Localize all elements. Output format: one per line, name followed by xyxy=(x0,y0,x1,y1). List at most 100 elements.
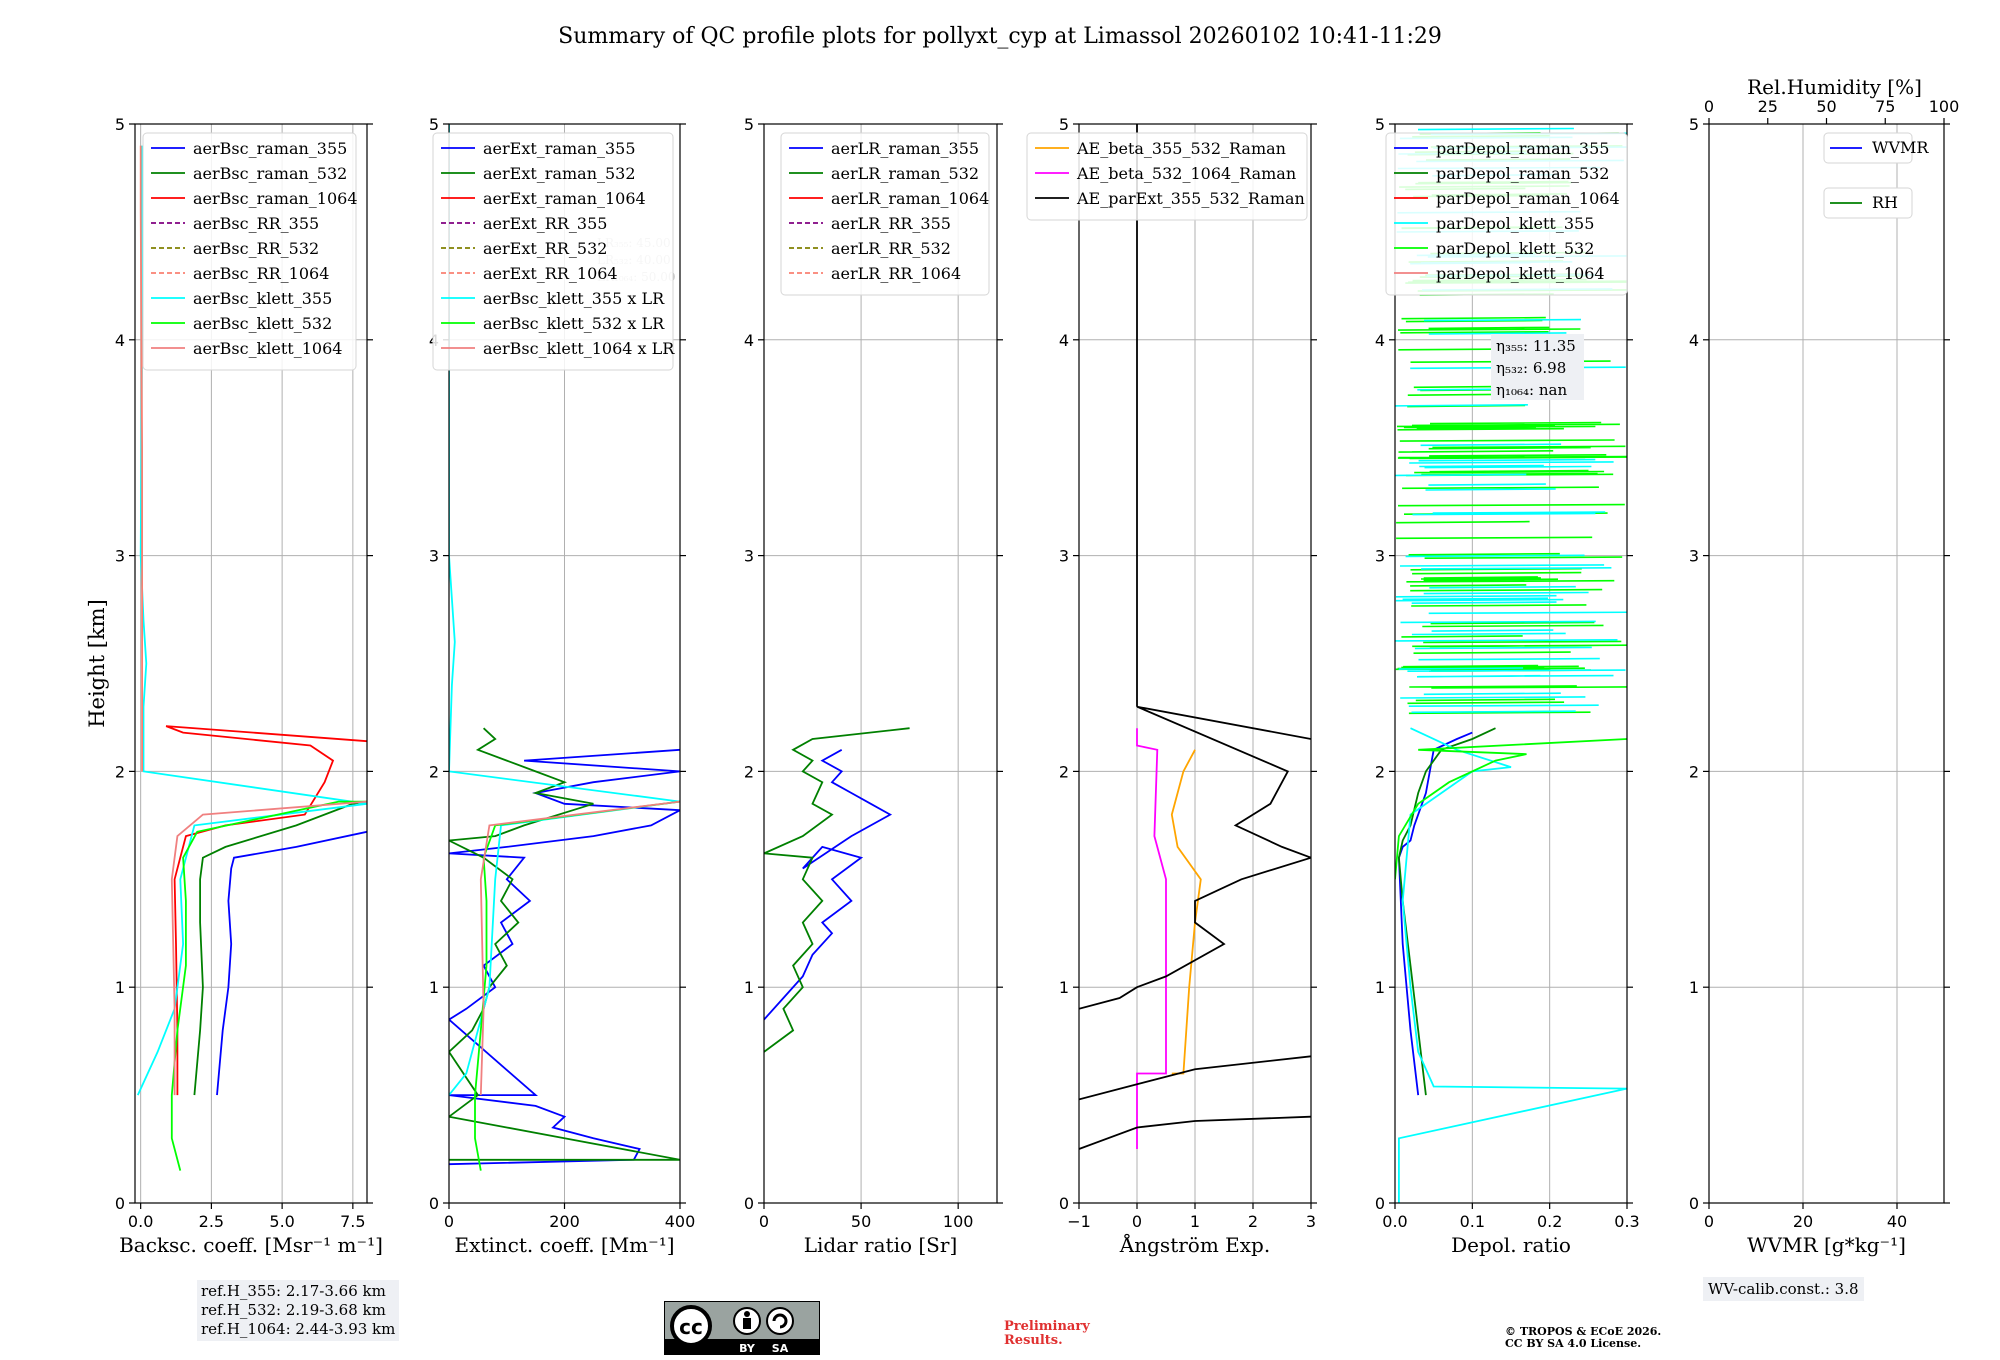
legend-label: aerBsc_klett_355 xyxy=(193,289,332,308)
series-aerBsc_klett_1064 x LR xyxy=(479,800,680,1096)
series-aerBsc_raman_355 xyxy=(216,830,367,1096)
x-tick-label: 0 xyxy=(1704,1212,1714,1231)
ref-height-355: ref.H_355: 2.17-3.66 km xyxy=(201,1282,386,1300)
legend-label: aerLR_RR_1064 xyxy=(831,264,961,283)
x-tick-label: 40 xyxy=(1887,1212,1907,1231)
y-tick-label: 2 xyxy=(429,762,439,781)
legend-label: aerExt_raman_1064 xyxy=(483,189,646,208)
series-AE_parExt_355_532_Raman_mid xyxy=(1079,1055,1311,1101)
ref-height-1064: ref.H_1064: 2.44-3.93 km xyxy=(201,1320,396,1338)
top-x-tick-label: 0 xyxy=(1704,97,1714,116)
legend-frame xyxy=(142,132,357,371)
series-aerBsc_klett_355 xyxy=(136,145,367,1096)
x-tick-label: 0 xyxy=(444,1212,454,1231)
x-axis-label: Extinct. coeff. [Mm⁻¹] xyxy=(454,1233,674,1257)
eta-note-line: η₅₃₂: 6.98 xyxy=(1496,359,1566,377)
legend-label: aerBsc_klett_532 xyxy=(193,314,332,333)
series-aerBsc_klett_532 xyxy=(170,800,367,1171)
legend-frame xyxy=(780,132,990,296)
y-tick-label: 2 xyxy=(744,762,754,781)
y-tick-label: 3 xyxy=(1689,547,1699,566)
x-axis-label: Ångström Exp. xyxy=(1119,1232,1270,1257)
by-label: BY xyxy=(739,1342,756,1355)
legend-label: aerExt_RR_1064 xyxy=(483,264,618,283)
axes-frame xyxy=(134,123,368,1204)
y-tick-label: 3 xyxy=(1375,547,1385,566)
y-tick-label: 4 xyxy=(1375,331,1385,350)
series-AE_parExt_355_532_Raman xyxy=(1079,705,1311,1010)
panel-extinction: 0200400012345Extinct. coeff. [Mm⁻¹]LR₃₅₅… xyxy=(429,115,695,1257)
legend-label: aerBsc_klett_355 x LR xyxy=(483,289,665,308)
legend-label: aerLR_raman_1064 xyxy=(831,189,989,208)
legend-frame xyxy=(432,132,674,371)
panel-wvmr: 0 20 40 0 1 2 3 4 5 WVMR [g*kg⁻¹] 0 25 50 75 100 Rel.Hu… xyxy=(1689,75,1959,1257)
legend-label: aerBsc_klett_532 x LR xyxy=(483,314,665,333)
y-tick-label: 1 xyxy=(115,978,125,997)
x-tick-label: 0 xyxy=(1132,1212,1142,1231)
x-axis-label: Backsc. coeff. [Msr⁻¹ m⁻¹] xyxy=(119,1233,383,1257)
legend: aerLR_raman_355 aerLR_raman_532 aerLR_rama… xyxy=(780,132,990,296)
y-tick-label: 0 xyxy=(744,1194,754,1213)
legend-label: aerLR_RR_355 xyxy=(831,214,951,233)
x-tick-label: 20 xyxy=(1793,1212,1813,1231)
series-parDepol_klett_532 xyxy=(1395,738,1627,880)
y-tick-label: 1 xyxy=(1375,978,1385,997)
legend-label: aerLR_raman_355 xyxy=(831,139,979,158)
x-tick-label: 0.2 xyxy=(1537,1212,1562,1231)
legend-label: aerExt_raman_532 xyxy=(483,164,636,183)
cc-license-badge: cc BY SA xyxy=(663,1300,821,1359)
series-aerBsc_klett_355 x LR xyxy=(449,124,680,1096)
series-aerLR_raman_532 xyxy=(764,727,910,1053)
y-tick-label: 2 xyxy=(1689,762,1699,781)
x-tick-label: 1 xyxy=(1190,1212,1200,1231)
top-x-tick-label: 50 xyxy=(1816,97,1836,116)
y-tick-label: 1 xyxy=(1689,978,1699,997)
legend-frame xyxy=(1823,187,1913,219)
x-tick-label: 0.1 xyxy=(1460,1212,1485,1231)
y-tick-label: 5 xyxy=(429,115,439,134)
y-tick-label: 5 xyxy=(744,115,754,134)
y-tick-label: 3 xyxy=(1059,547,1069,566)
eta-note-line: η₁₀₆₄: nan xyxy=(1496,381,1567,399)
series-parDepol_raman_355 xyxy=(1397,731,1473,1096)
y-tick-label: 2 xyxy=(1059,762,1069,781)
preliminary-line-1: Preliminary xyxy=(1004,1319,1090,1334)
eta-note-box xyxy=(1491,334,1584,400)
legend-label: parDepol_klett_355 xyxy=(1436,214,1594,233)
top-x-tick-label: 75 xyxy=(1875,97,1895,116)
y-tick-label: 2 xyxy=(1375,762,1385,781)
series-aerBsc_RR_1064 xyxy=(139,145,143,772)
legend-label: aerBsc_raman_532 xyxy=(193,164,347,183)
legend-label: parDepol_klett_1064 xyxy=(1436,264,1605,283)
x-tick-label: 2 xyxy=(1248,1212,1258,1231)
y-tick-label: 4 xyxy=(1689,331,1699,350)
x-axis-label: Depol. ratio xyxy=(1451,1233,1571,1257)
copyright-note: © TROPOS & ECoE 2026. CC BY SA 4.0 Licen… xyxy=(1505,1326,1661,1350)
ref-height-532: ref.H_532: 2.19-3.68 km xyxy=(201,1301,386,1319)
x-tick-label: 100 xyxy=(943,1212,974,1231)
panel-depol: 0.0 0.1 0.2 0.3 0 1 2 3 4 5 Depol. ratio η₃₅₅: 11.3… xyxy=(1375,115,1640,1257)
y-tick-label: 4 xyxy=(744,331,754,350)
y-tick-label: 1 xyxy=(429,978,439,997)
y-tick-label: 5 xyxy=(1375,115,1385,134)
preliminary-note: Preliminary Results. xyxy=(1004,1320,1090,1348)
x-tick-label: 0.0 xyxy=(1382,1212,1407,1231)
panel-backscatter: 0.0 2.5 5.0 7.5 0 1 2 3 4 5 Backsc. coeff. [Msr⁻¹ … xyxy=(85,115,383,1257)
axes-frame xyxy=(763,123,998,1204)
series-AE_beta_532_1064_Raman xyxy=(1136,728,1167,1149)
legend: aerBsc_raman_355 aerBsc_raman_532 aerBsc_r… xyxy=(142,132,358,371)
series-aerExt_raman_532 xyxy=(449,727,680,1161)
legend: parDepol_raman_355 parDepol_raman_532 parD… xyxy=(1385,132,1628,296)
series-aerLR_raman_355 xyxy=(764,749,893,1021)
top-axis-label: Rel.Humidity [%] xyxy=(1747,75,1922,99)
series-aerBsc_klett_532 x LR xyxy=(474,800,680,1171)
y-tick-label: 1 xyxy=(1059,978,1069,997)
x-tick-label: 0.0 xyxy=(128,1212,153,1231)
series-aerBsc_raman_1064 xyxy=(165,725,367,1096)
legend-label: WVMR xyxy=(1872,138,1929,157)
figure-title: Summary of QC profile plots for pollyxt_… xyxy=(558,24,1442,49)
cc-logo-text: cc xyxy=(679,1315,703,1339)
eta-note-line: η₃₅₅: 11.35 xyxy=(1496,337,1576,355)
legend-label: aerLR_RR_532 xyxy=(831,239,951,258)
legend-label: aerExt_RR_532 xyxy=(483,239,607,258)
